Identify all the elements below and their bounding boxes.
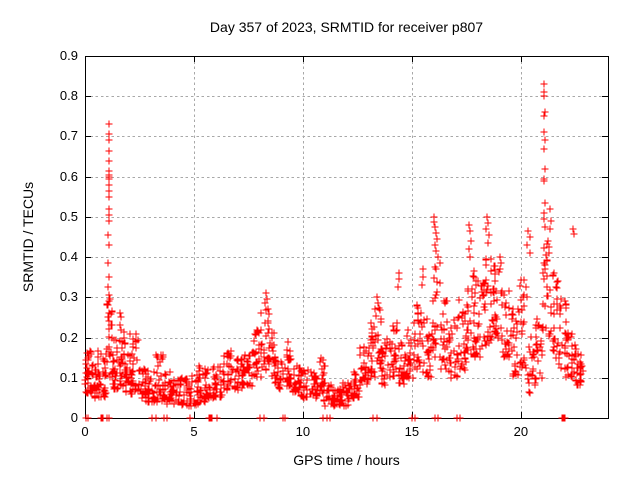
y-tick-label: 0	[70, 410, 78, 425]
chart-title: Day 357 of 2023, SRMTID for receiver p80…	[209, 19, 484, 35]
y-tick-label: 0.1	[59, 369, 78, 385]
y-tick-label: 0.9	[59, 48, 78, 63]
x-tick-label: 5	[190, 424, 198, 439]
y-tick-label: 0.7	[59, 128, 78, 144]
y-tick-label: 0.6	[59, 168, 78, 184]
scatter-points	[81, 80, 587, 422]
x-tick-label: 15	[404, 424, 420, 439]
x-tick-label: 10	[295, 424, 311, 439]
y-tick-label: 0.8	[59, 88, 78, 104]
y-tick-label: 0.5	[59, 208, 78, 224]
y-tick-label: 0.2	[59, 329, 78, 345]
y-tick-label: 0.3	[59, 289, 78, 305]
x-tick-label: 0	[81, 424, 89, 439]
x-tick-label: 20	[513, 424, 529, 439]
plot-frame	[85, 56, 609, 419]
x-axis-title: GPS time / hours	[293, 452, 400, 468]
y-tick-label: 0.4	[59, 249, 78, 265]
